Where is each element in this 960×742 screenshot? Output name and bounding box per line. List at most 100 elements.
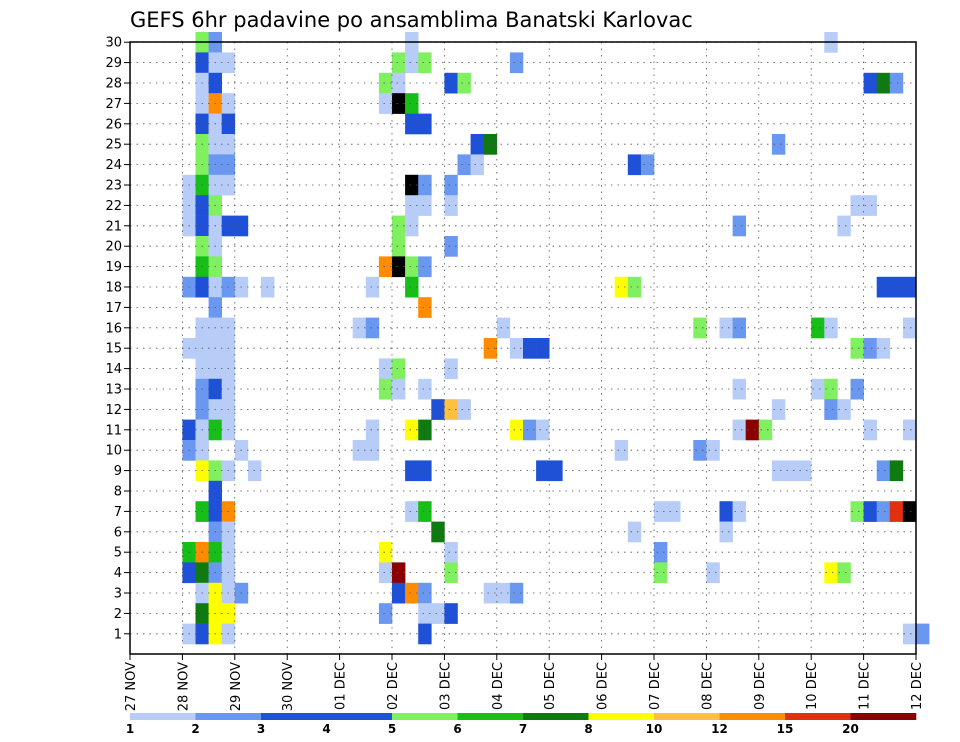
heatmap-cell bbox=[509, 52, 524, 74]
heatmap-cell bbox=[745, 419, 760, 441]
heatmap-cell bbox=[811, 317, 825, 339]
heatmap-cell bbox=[431, 521, 445, 543]
heatmap-cell bbox=[824, 378, 838, 400]
heatmap-cell bbox=[418, 195, 432, 216]
y-tick-label: 19 bbox=[105, 260, 122, 275]
heatmap-cell bbox=[614, 276, 629, 298]
heatmap-cell bbox=[418, 460, 432, 482]
colorbar-label: 20 bbox=[842, 722, 859, 736]
heatmap-cell bbox=[509, 419, 524, 441]
x-tick-label: 30 NOV bbox=[281, 662, 296, 711]
heatmap-cell bbox=[405, 215, 419, 237]
heatmap-cell bbox=[876, 72, 891, 94]
heatmap-cell bbox=[418, 501, 432, 522]
heatmap-cell bbox=[916, 623, 930, 645]
x-tick-label: 29 NOV bbox=[229, 662, 244, 711]
heatmap-cell bbox=[405, 501, 419, 522]
heatmap-cell bbox=[902, 419, 917, 441]
heatmap-cell bbox=[850, 501, 864, 522]
x-tick-label: 07 DEC bbox=[648, 662, 663, 710]
heatmap-cell bbox=[444, 174, 458, 196]
colorbar-swatch bbox=[326, 713, 393, 720]
heatmap-cell bbox=[378, 256, 393, 278]
heatmap-cell bbox=[902, 623, 917, 645]
x-tick-label: 12 DEC bbox=[910, 662, 925, 710]
colorbar-label: 7 bbox=[519, 722, 527, 736]
colorbar-label: 8 bbox=[584, 722, 592, 736]
heatmap-cell bbox=[483, 134, 498, 155]
heatmap-cell bbox=[627, 154, 642, 176]
heatmap-cell bbox=[824, 399, 838, 420]
colorbar-label: 15 bbox=[777, 722, 794, 736]
heatmap-cell bbox=[378, 93, 393, 114]
heatmap-cell bbox=[392, 582, 406, 604]
heatmap-cell bbox=[902, 276, 917, 298]
heatmap-cell bbox=[837, 399, 851, 420]
colorbar-swatch bbox=[719, 713, 786, 720]
heatmap-cell bbox=[640, 154, 655, 176]
heatmap-cell bbox=[876, 501, 891, 522]
heatmap-cell bbox=[902, 501, 917, 522]
heatmap-cell bbox=[483, 338, 498, 359]
heatmap-cell bbox=[509, 582, 524, 604]
heatmap-cell bbox=[392, 358, 406, 380]
heatmap-cell bbox=[378, 562, 393, 584]
heatmap-cell bbox=[889, 501, 904, 522]
x-tick-label: 09 DEC bbox=[753, 662, 768, 710]
colorbar-swatch bbox=[588, 713, 655, 720]
heatmap-cell bbox=[732, 378, 746, 400]
heatmap-cell bbox=[405, 52, 419, 74]
y-tick-label: 8 bbox=[114, 485, 122, 500]
y-tick-label: 27 bbox=[105, 97, 122, 112]
heatmap-cell bbox=[536, 460, 550, 482]
heatmap-cell bbox=[352, 317, 367, 339]
heatmap-cell bbox=[352, 440, 367, 461]
colorbar-label: 2 bbox=[191, 722, 199, 736]
heatmap-cell bbox=[392, 378, 406, 400]
heatmap-cell bbox=[444, 562, 458, 584]
y-tick-label: 22 bbox=[105, 199, 122, 214]
colorbar: 1 2 3 4 5 6 7 8 10 12 15 20 bbox=[126, 713, 917, 736]
y-tick-label: 23 bbox=[105, 179, 122, 194]
heatmap-cell bbox=[706, 562, 720, 584]
y-tick-label: 16 bbox=[105, 321, 122, 336]
heatmap-cell bbox=[405, 460, 419, 482]
heatmap-cell bbox=[405, 195, 419, 216]
colorbar-swatch bbox=[850, 713, 917, 720]
colorbar-swatch bbox=[654, 713, 720, 720]
heatmap-cell bbox=[378, 378, 393, 400]
heatmap-cell bbox=[405, 113, 419, 135]
heatmap-cell bbox=[732, 215, 746, 237]
heatmap-cell bbox=[418, 582, 432, 604]
heatmap-cell bbox=[444, 542, 458, 563]
heatmap-cell bbox=[614, 440, 629, 461]
heatmap-cell bbox=[365, 276, 380, 298]
heatmap-cell bbox=[378, 542, 393, 563]
heatmap-cell bbox=[418, 256, 432, 278]
heatmap-cell bbox=[378, 358, 393, 380]
heatmap-cell bbox=[457, 154, 471, 176]
heatmap-cell bbox=[392, 215, 406, 237]
y-tick-label: 17 bbox=[105, 301, 122, 316]
heatmap-cell bbox=[470, 154, 484, 176]
colorbar-swatch bbox=[523, 713, 589, 720]
y-tick-label: 2 bbox=[114, 607, 122, 622]
heatmap-cell bbox=[405, 419, 419, 441]
chart-title: GEFS 6hr padavine po ansamblima Banatski… bbox=[130, 8, 693, 32]
y-tick-label: 15 bbox=[105, 342, 122, 357]
heatmap-cell bbox=[863, 72, 877, 94]
heatmap-cell bbox=[824, 562, 838, 584]
heatmap-cell bbox=[771, 460, 786, 482]
y-tick-label: 24 bbox=[105, 158, 122, 173]
heatmap-cell bbox=[732, 419, 746, 441]
heatmap-cell bbox=[444, 72, 458, 94]
heatmap-cell bbox=[758, 419, 773, 441]
heatmap-cell bbox=[549, 460, 563, 482]
heatmap-cell bbox=[902, 317, 917, 339]
heatmap-cell bbox=[496, 582, 511, 604]
heatmap-cell bbox=[418, 603, 432, 624]
heatmap-cell bbox=[405, 256, 419, 278]
heatmap-cell bbox=[431, 603, 445, 624]
heatmap-cell bbox=[418, 419, 432, 441]
colorbar-label: 5 bbox=[388, 722, 396, 736]
